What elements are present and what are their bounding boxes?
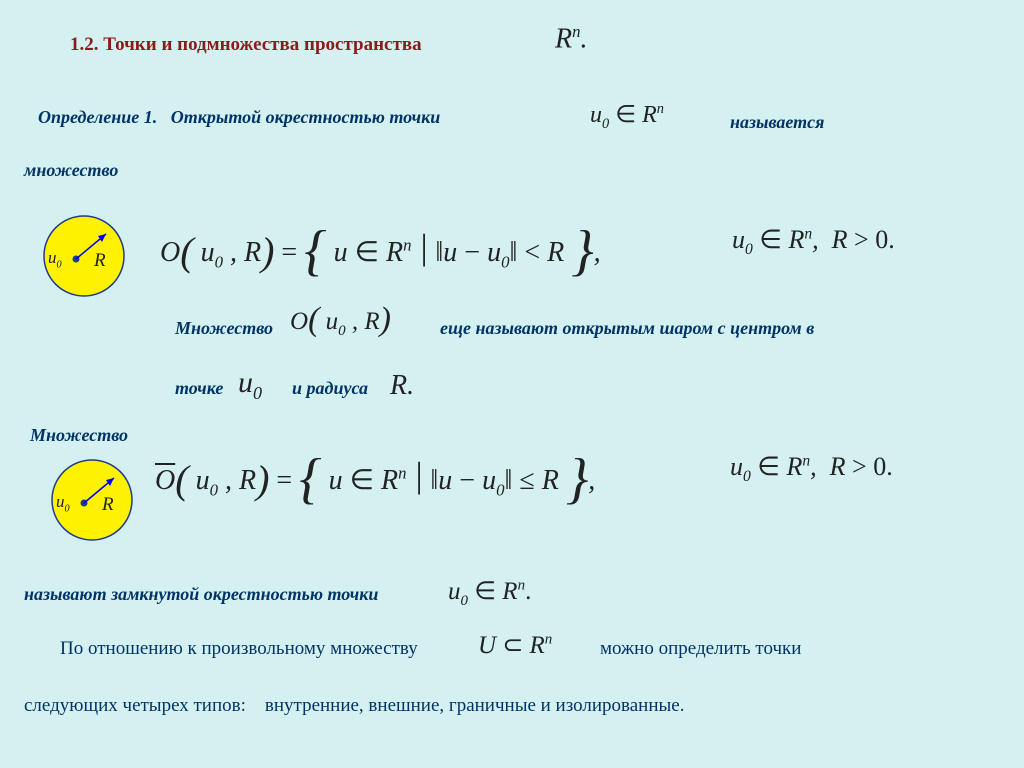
mid-text4: и радиуса <box>292 378 368 399</box>
open-ball-formula: O( u0 , R) = { u ∈ Rn | ‖u − u0‖ < R }, <box>160 228 601 273</box>
circle2-r-label: R <box>102 494 114 516</box>
mid-text2: еще называют открытым шаром с центром в <box>440 318 814 339</box>
def-text3: множество <box>24 160 118 181</box>
final-line2: следующих четырех типов: внутренние, вне… <box>24 695 684 717</box>
section-title-text: Точки и подмножества пространства <box>103 34 421 55</box>
section-title: 1.2. Точки и подмножества пространства <box>70 34 422 56</box>
final-line1: По отношению к произвольному множеству <box>60 638 418 660</box>
final-text2: можно определить точки <box>600 638 801 660</box>
u0-in-rn-expr: u0 ∈ Rn <box>590 100 664 133</box>
circle1-u0-label: u0 <box>48 248 62 270</box>
closed-u0-expr: u0 ∈ Rn. <box>448 576 531 610</box>
definition-label: Определение 1. <box>38 107 157 127</box>
section-number: 1.2. <box>70 34 99 55</box>
definition-line: Определение 1. Открытой окрестностью точ… <box>38 107 440 128</box>
mid-u0: u0 <box>238 366 262 404</box>
circle2-u0-label: u0 <box>56 492 70 514</box>
circle1-r-label: R <box>94 250 106 272</box>
mid-text3: точке <box>175 378 223 399</box>
mid-O-expr: O( u0 , R) <box>290 308 391 340</box>
open-ball-cond: u0 ∈ Rn, R > 0. <box>732 225 895 259</box>
mid-R: R. <box>390 370 414 402</box>
def-text2: называется <box>730 112 824 133</box>
definition-text1: Открытой окрестностью точки <box>171 107 440 127</box>
rn-symbol-title: Rn. <box>555 22 588 55</box>
rn-sup: n <box>572 22 580 41</box>
closed-ball-cond: u0 ∈ Rn, R > 0. <box>730 452 893 486</box>
closed-neighborhood-text: называют замкнутой окрестностью точки <box>24 584 378 605</box>
closed-ball-formula: O( u0 , R) = { u ∈ Rn | ‖u − u0‖ ≤ R }, <box>155 456 595 501</box>
final-U-expr: U ⊂ Rn <box>478 630 552 660</box>
closed-label: Множество <box>30 425 128 446</box>
rn-base: R <box>555 23 572 54</box>
mid-text-line1: Множество <box>175 318 273 339</box>
